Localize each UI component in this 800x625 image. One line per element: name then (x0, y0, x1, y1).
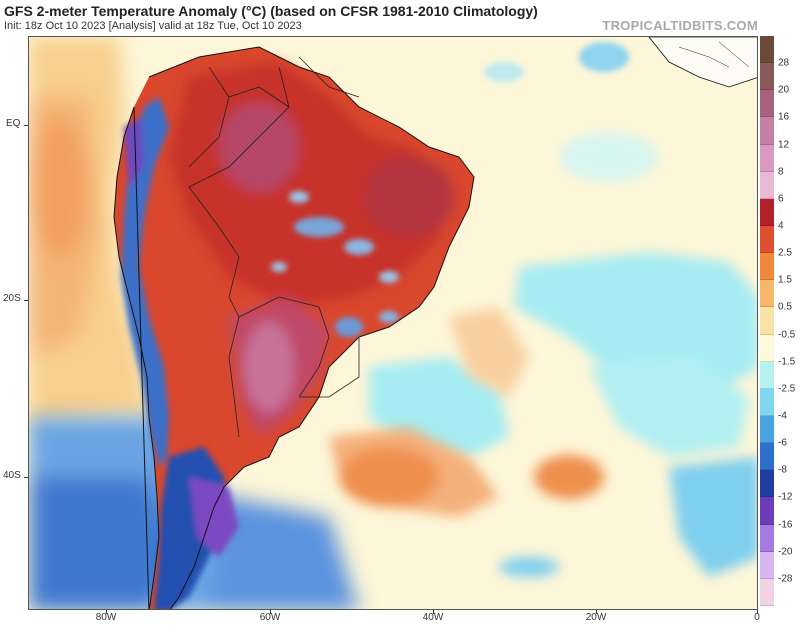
colorbar-tick-label: -6 (778, 437, 787, 449)
colorbar-tick-label: -1.5 (778, 356, 796, 368)
map-header: GFS 2-meter Temperature Anomaly (°C) (ba… (0, 0, 800, 36)
lon-label-80w: 80W (95, 612, 117, 623)
lat-tick-40s (24, 477, 28, 478)
lat-label-20s: 20S (3, 293, 21, 304)
colorbar-segment (760, 36, 774, 64)
colorbar-tick-label: -20 (778, 546, 793, 558)
colorbar-tick-label: -0.5 (778, 329, 796, 341)
lat-label-eq: EQ (6, 118, 21, 129)
colorbar-tick-label: 12 (778, 139, 790, 151)
colorbar-tick-label: 16 (778, 111, 790, 123)
colorbar-segment (760, 415, 774, 444)
colorbar-tick-label: -8 (778, 464, 787, 476)
interior-heat-core (169, 62, 454, 437)
lon-label-40w: 40W (422, 612, 444, 623)
colorbar-segment (760, 171, 774, 199)
map-subtitle: Init: 18z Oct 10 2023 [Analysis] valid a… (4, 20, 302, 32)
colorbar-tick-label: 28 (778, 57, 790, 69)
colorbar-tick-label: 1.5 (778, 274, 792, 286)
colorbar-segment (760, 63, 774, 91)
colorbar-segment (760, 443, 774, 471)
colorbar-segment (760, 334, 774, 362)
colorbar-segment (760, 388, 774, 416)
colorbar-segment (760, 253, 774, 281)
colorbar-segment (760, 90, 774, 118)
colorbar-tick-label: 20 (778, 84, 790, 96)
africa-corner (648, 37, 757, 88)
colorbar-tick-label: 4 (778, 220, 784, 232)
colorbar-segment (760, 524, 774, 552)
north-atlantic-cool (484, 42, 629, 82)
colorbar-segment (760, 280, 774, 308)
colorbar-tick-label: -16 (778, 519, 793, 531)
colorbar (760, 36, 774, 606)
lon-tick-20w (596, 610, 597, 614)
colorbar-tick-label: -12 (778, 491, 793, 503)
lon-tick-0 (757, 610, 758, 614)
lon-tick-80w (106, 610, 107, 614)
lat-tick-20s (24, 300, 28, 301)
colorbar-tick-label: -2.5 (778, 383, 796, 395)
atlantic-warm-anomaly (329, 307, 604, 517)
lon-label-20w: 20W (585, 612, 607, 623)
colorbar-segment (760, 117, 774, 145)
colorbar-segment (760, 578, 774, 606)
colorbar-segment (760, 225, 774, 254)
colorbar-segment (760, 144, 774, 172)
map-title: GFS 2-meter Temperature Anomaly (°C) (ba… (4, 3, 538, 19)
lon-tick-60w (270, 610, 271, 614)
colorbar-segment (760, 470, 774, 498)
country-borders (188, 56, 360, 438)
colorbar-segment (760, 307, 774, 335)
lat-tick-eq (24, 125, 28, 126)
map-canvas (29, 37, 757, 609)
colorbar-segment (760, 551, 774, 579)
atlantic-cool-anomaly (369, 132, 757, 577)
interior-cool-speckles (271, 191, 399, 337)
lon-label-60w: 60W (259, 612, 281, 623)
brand-watermark: TROPICALTIDBITS.COM (602, 18, 758, 33)
colorbar-tick-label: -4 (778, 410, 787, 422)
colorbar-tick-label: 0.5 (778, 301, 792, 313)
pacific-warm-anomaly (29, 37, 149, 427)
anomaly-map (28, 36, 758, 610)
colorbar-segment (760, 497, 774, 525)
colorbar-tick-label: -28 (778, 573, 793, 585)
lat-label-40s: 40S (3, 470, 21, 481)
colorbar-tick-label: 8 (778, 166, 784, 178)
lon-label-0: 0 (754, 612, 760, 623)
colorbar-segment (760, 198, 774, 226)
colorbar-tick-label: 2.5 (778, 247, 792, 259)
andes-cold-ridge (121, 97, 239, 609)
colorbar-tick-label: 6 (778, 193, 784, 205)
colorbar-segment (760, 361, 774, 389)
lon-tick-40w (433, 610, 434, 614)
